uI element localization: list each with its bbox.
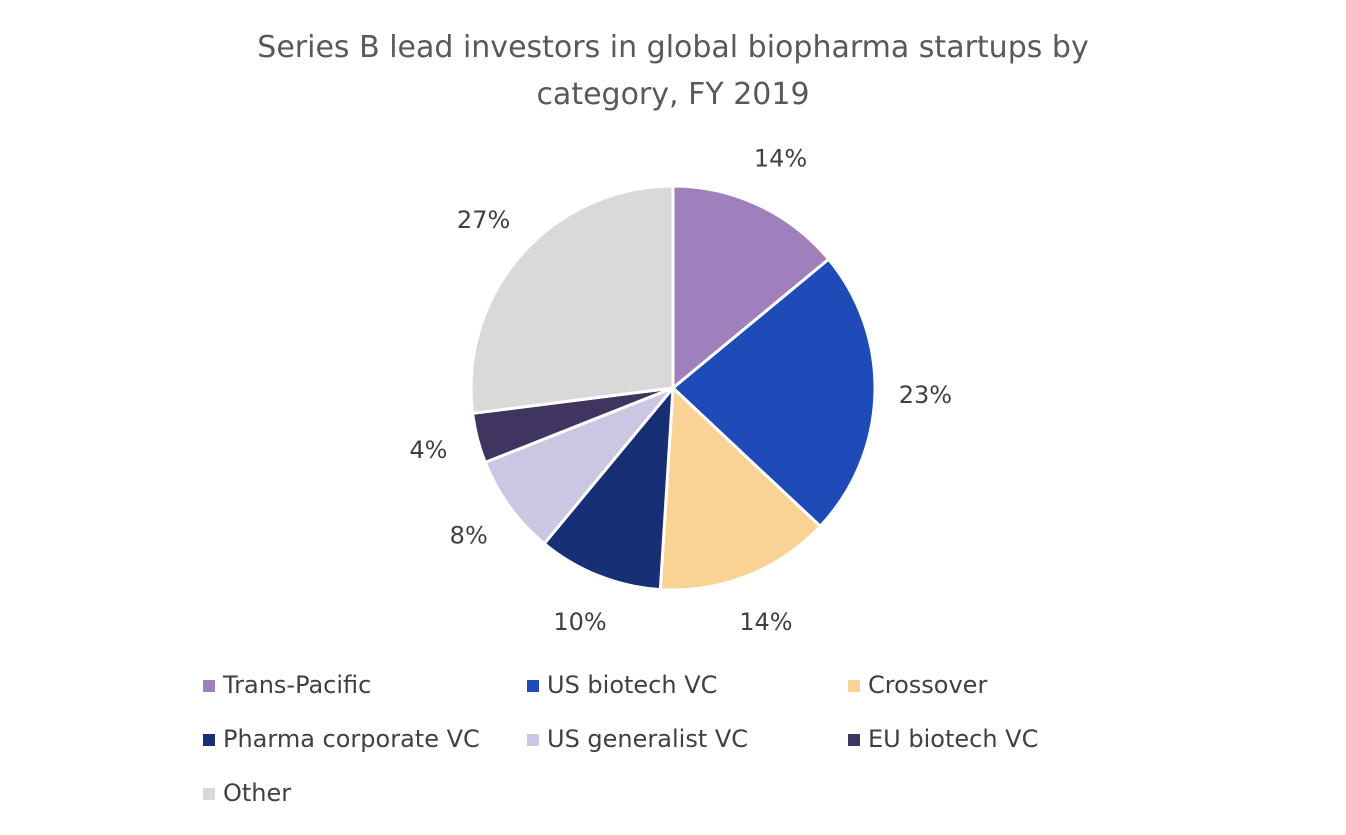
legend-swatch (527, 680, 539, 692)
pie-slice (483, 386, 675, 546)
pie-slice (671, 184, 831, 392)
data-label: 4% (409, 436, 447, 464)
data-label: 27% (457, 206, 510, 234)
legend-label: Crossover (868, 671, 987, 699)
legend-label: US biotech VC (547, 671, 717, 699)
legend-label: Other (223, 779, 291, 807)
legend-swatch (527, 734, 539, 746)
chart-title: Series B lead investors in global biopha… (257, 30, 1088, 112)
pie-slice (670, 257, 877, 529)
data-label: 14% (739, 608, 792, 636)
legend-swatch (203, 788, 215, 800)
legend-label: Pharma corporate VC (223, 725, 480, 753)
legend-swatch (203, 680, 215, 692)
legend-label: Trans-Pacific (222, 671, 371, 699)
legend-label: EU biotech VC (868, 725, 1038, 753)
data-label: 14% (754, 145, 807, 173)
pie-slice (542, 383, 675, 592)
pie-slice (469, 184, 675, 415)
data-label: 23% (899, 381, 952, 409)
legend-swatch (203, 734, 215, 746)
data-label: 8% (450, 521, 488, 549)
legend-label: US generalist VC (547, 725, 748, 753)
pie-slice (658, 384, 823, 592)
legend-swatch (848, 734, 860, 746)
legend-swatch (848, 680, 860, 692)
data-label: 10% (553, 608, 606, 636)
